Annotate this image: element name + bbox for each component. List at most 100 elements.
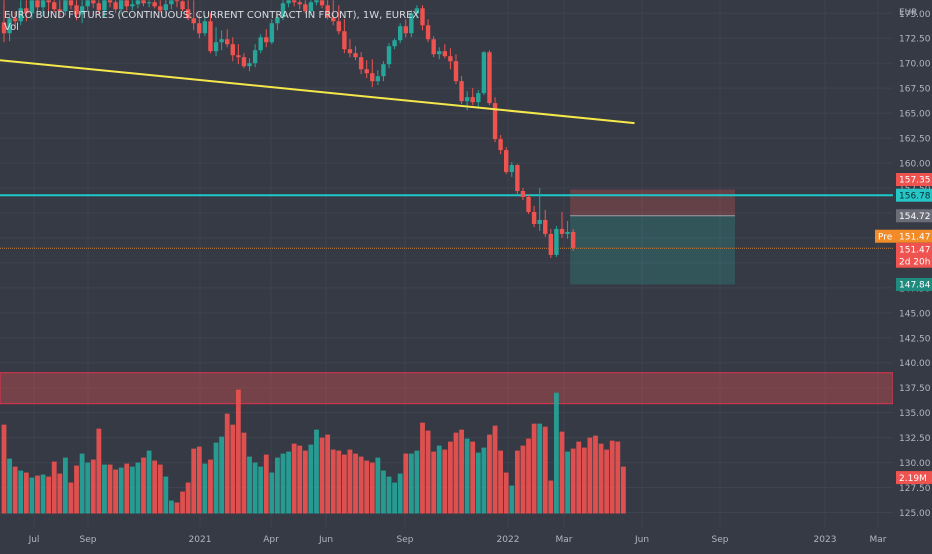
time-tick-label: Sep xyxy=(397,535,414,545)
volume-bar xyxy=(169,500,174,514)
candle-body xyxy=(102,0,107,11)
volume-bar xyxy=(330,449,336,514)
candle-body xyxy=(308,2,314,12)
candle-body xyxy=(252,50,258,64)
volume-bar xyxy=(85,462,91,514)
volume-bar xyxy=(141,457,146,514)
candle-body xyxy=(197,23,202,34)
price-tick-label: 140.00 xyxy=(899,359,931,369)
candle-body xyxy=(107,0,113,3)
time-tick-label: Jun xyxy=(634,535,649,545)
volume-bar xyxy=(23,472,29,514)
candle-body xyxy=(559,228,565,234)
resistance-price-tag: 156.78 xyxy=(899,191,931,201)
trendline[interactable] xyxy=(0,59,635,125)
volume-bar xyxy=(213,442,219,514)
volume-bar xyxy=(537,423,543,514)
price-tick-label: 160.00 xyxy=(899,160,931,170)
candle-body xyxy=(464,97,470,102)
volume-bar xyxy=(615,441,621,514)
volume-bar xyxy=(79,453,85,514)
volume-bar xyxy=(185,482,191,514)
candle-body xyxy=(74,5,79,15)
candle-body xyxy=(158,6,163,11)
price-tick-label: 142.50 xyxy=(899,334,931,344)
time-tick-label: Sep xyxy=(712,535,729,545)
price-axis[interactable] xyxy=(893,0,932,550)
time-axis[interactable] xyxy=(0,528,932,550)
candle-body xyxy=(375,76,381,82)
candle-body xyxy=(425,25,431,40)
candle-body xyxy=(448,56,453,62)
candle-body xyxy=(364,69,369,74)
candle-body xyxy=(520,191,526,197)
time-tick-label: Mar xyxy=(556,535,573,545)
volume-bar xyxy=(397,473,403,514)
volume-bar xyxy=(542,426,548,514)
volume-bar xyxy=(196,446,202,514)
candle-body xyxy=(548,233,554,255)
stop-price-tag-bg xyxy=(896,173,932,187)
volume-bar xyxy=(269,472,275,514)
candle-body xyxy=(46,0,51,3)
volume-bar xyxy=(554,392,559,514)
volume-bar xyxy=(258,466,264,514)
candle-body xyxy=(191,18,196,24)
volume-bar xyxy=(475,452,481,514)
volume-bar xyxy=(414,450,420,514)
candle-body xyxy=(336,21,341,32)
volume-bar xyxy=(297,445,303,514)
candle-body xyxy=(79,6,85,15)
volume-bar xyxy=(503,472,509,514)
volume-bar xyxy=(436,445,442,514)
risk-reward-box[interactable] xyxy=(570,189,735,285)
candle-body xyxy=(325,5,330,18)
candle-body xyxy=(280,3,286,18)
volume-bar xyxy=(152,460,158,514)
price-tick-label: 137.50 xyxy=(899,384,931,394)
candle-body xyxy=(515,165,520,192)
volume-bar xyxy=(514,450,520,514)
candle-body xyxy=(7,18,12,34)
price-tick-label: 172.50 xyxy=(899,35,931,45)
candle-body xyxy=(236,55,241,58)
candle-body xyxy=(213,42,219,52)
volume-bar xyxy=(157,464,163,514)
volume-bar xyxy=(113,469,118,514)
candle-body xyxy=(481,52,487,94)
candle-body xyxy=(509,165,514,173)
candle-body xyxy=(202,21,208,34)
volume-zone-rect xyxy=(0,372,894,405)
volume-bar xyxy=(286,451,291,514)
candle-body xyxy=(146,2,152,4)
candle-body xyxy=(487,52,492,104)
candle-body xyxy=(526,196,531,212)
candle-body xyxy=(225,39,230,45)
volume-bar xyxy=(302,450,308,514)
volume-bar xyxy=(280,453,286,514)
volume-bar xyxy=(135,462,141,514)
volume-bars xyxy=(1,389,626,514)
volume-bar xyxy=(453,432,459,514)
volume-bar xyxy=(559,431,565,514)
volume-bar xyxy=(29,477,35,514)
candle-body xyxy=(414,8,420,14)
volume-bar xyxy=(509,485,515,514)
candle-body xyxy=(492,103,498,140)
volume-bar xyxy=(275,457,280,514)
volume-zone xyxy=(0,372,894,405)
volume-bar xyxy=(431,451,437,514)
volume-bar xyxy=(325,434,331,514)
candle-body xyxy=(347,49,353,54)
candle-body xyxy=(420,8,425,26)
volume-bar xyxy=(531,423,537,514)
volume-bar xyxy=(526,438,531,514)
volume-bar xyxy=(576,441,582,514)
target-price-tag: 147.84 xyxy=(899,281,931,291)
candle-body xyxy=(286,0,291,4)
price-tick-label: 130.00 xyxy=(899,459,931,469)
volume-bar xyxy=(498,450,504,514)
premarket-price-tag: 151.47 xyxy=(899,232,931,242)
